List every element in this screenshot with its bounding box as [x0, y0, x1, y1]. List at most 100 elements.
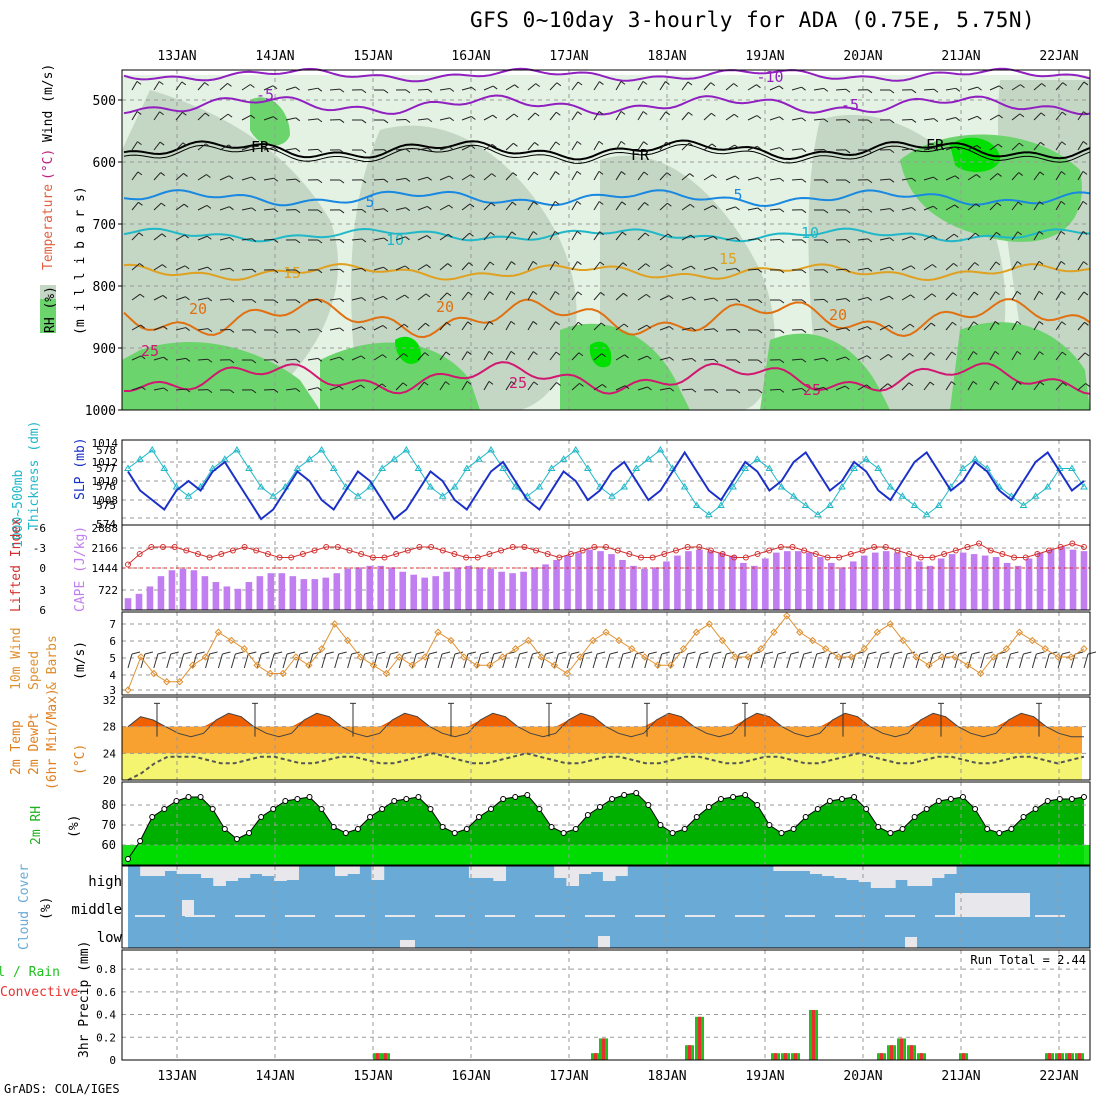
wind-barb [175, 327, 186, 331]
wind-barb [909, 352, 914, 357]
wind-barb-10m [519, 651, 528, 655]
wind-barb [1082, 170, 1088, 175]
wind-barb [997, 143, 1003, 148]
wind-barb [207, 389, 213, 394]
wind-barb [219, 237, 230, 241]
wind-barb [593, 322, 602, 331]
cape-bar [586, 549, 593, 610]
wind-barb [395, 323, 405, 331]
rh2m-point [899, 826, 906, 832]
high-cloud-bar [140, 866, 153, 876]
rh2m-band [122, 845, 1090, 865]
lifted-index-point [941, 551, 948, 557]
wind-barb [1011, 321, 1018, 331]
wind-barb [533, 381, 539, 386]
cloud-level-label: high [88, 874, 122, 890]
wind-barb-10m [179, 653, 185, 669]
wind-barb-10m [127, 653, 133, 669]
cape-bar [608, 554, 615, 610]
wind-barb [136, 111, 142, 115]
wind-speed-point [653, 661, 662, 669]
wind-barb [295, 329, 301, 334]
wind-barb [483, 351, 490, 361]
wind-barb [923, 205, 934, 211]
wind-barb [329, 88, 341, 91]
rh2m-point [463, 826, 470, 832]
wind-barb-10m [1031, 653, 1037, 669]
thickness-tick-label: 575 [96, 499, 116, 512]
temperature-contour-label: 10 [801, 224, 819, 242]
wind-barb-10m [248, 651, 257, 655]
chart-title: GFS 0~10day 3-hourly for ADA (0.75E, 5.7… [470, 8, 1036, 32]
precip-convective-bar [376, 1053, 379, 1060]
wind-barb [510, 381, 516, 385]
wind-barb [955, 87, 961, 92]
wind-barb [153, 356, 164, 361]
wind-barb [712, 174, 717, 179]
wind-barb [659, 202, 668, 211]
wind-barb-10m [876, 653, 882, 669]
wind-barb [901, 236, 912, 241]
wind-barb [644, 232, 650, 237]
wind-barb [555, 321, 560, 326]
wind-barb [823, 209, 829, 214]
cape-bar [718, 552, 725, 610]
thickness-point [269, 492, 278, 499]
wind-barb-10m [299, 651, 309, 655]
lifted-index-point [859, 547, 866, 554]
wind-barb [131, 201, 139, 211]
rh2m-point [258, 814, 265, 820]
wind-speed-point [550, 661, 559, 669]
rh-shade [395, 336, 421, 364]
wind-barb [923, 176, 934, 181]
wind-barb [373, 208, 384, 211]
wind-barb [989, 114, 999, 121]
top-date-label: 19JAN [745, 49, 784, 64]
thickness-point [886, 483, 895, 490]
lifted-index-point [696, 544, 703, 550]
wind-barb [417, 176, 428, 181]
precip-convective-bar [688, 1045, 691, 1060]
cape-bar [377, 565, 385, 610]
thickness-point [233, 446, 241, 453]
wind-barb [691, 388, 697, 393]
wind-barb [556, 82, 562, 87]
wind-barb [747, 145, 758, 151]
rh-shade [250, 97, 290, 146]
wind-barb [1011, 231, 1019, 241]
cape-bar [751, 565, 758, 610]
cape-bar [410, 574, 417, 610]
temperature-unit-label: (°C) [41, 149, 56, 180]
wind-barb [945, 175, 956, 181]
wind-barb [395, 382, 404, 391]
rh-shade [760, 333, 890, 410]
wind-barb [532, 321, 538, 325]
temp-band-mid [122, 726, 1082, 754]
wind-barb-10m [1010, 651, 1019, 655]
panel-frame [121, 69, 1091, 411]
wind-barb [813, 118, 824, 121]
lifted-index-point [369, 554, 376, 561]
cape-bar [476, 567, 483, 610]
wind-barb [593, 261, 601, 271]
wind-barb [867, 149, 873, 154]
lifted-index-point [894, 547, 901, 554]
thickness-point [692, 501, 701, 508]
wind-barb [554, 260, 560, 265]
wind-speed-point [124, 686, 132, 694]
wind-speed-point [511, 645, 520, 653]
wind-barb [779, 208, 785, 213]
rh2m-point [609, 796, 616, 802]
wind-barb [483, 173, 493, 181]
wind-barb [228, 175, 234, 180]
wind-barb-10m [777, 651, 787, 655]
rh2m-point [512, 794, 519, 800]
wind-barb [691, 296, 696, 301]
wind-barb [162, 295, 168, 299]
wind-barb [461, 174, 471, 181]
precip-convective-bar [698, 1016, 701, 1060]
wind-barb [185, 388, 191, 393]
dewpoint-line [127, 752, 1085, 781]
wind-barb [513, 113, 519, 118]
lifted-index-point [987, 547, 994, 554]
